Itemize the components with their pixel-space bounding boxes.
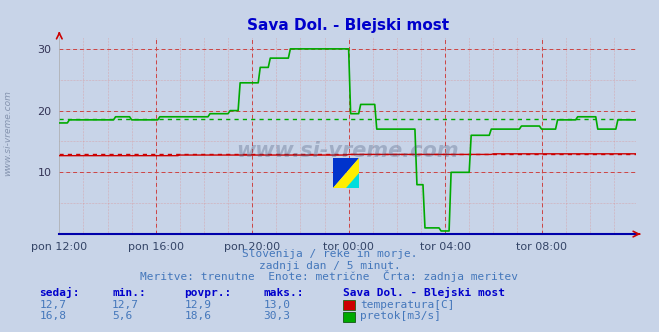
Text: Slovenija / reke in morje.: Slovenija / reke in morje. [242,249,417,259]
Text: maks.:: maks.: [264,288,304,298]
Text: 13,0: 13,0 [264,300,291,310]
Polygon shape [346,173,359,188]
Text: sedaj:: sedaj: [40,287,80,298]
Text: 16,8: 16,8 [40,311,67,321]
Text: Meritve: trenutne  Enote: metrične  Črta: zadnja meritev: Meritve: trenutne Enote: metrične Črta: … [140,270,519,282]
Text: 12,7: 12,7 [112,300,139,310]
Text: povpr.:: povpr.: [185,288,232,298]
Text: www.si-vreme.com: www.si-vreme.com [237,141,459,161]
Text: 18,6: 18,6 [185,311,212,321]
Text: zadnji dan / 5 minut.: zadnji dan / 5 minut. [258,261,401,271]
Title: Sava Dol. - Blejski most: Sava Dol. - Blejski most [246,18,449,33]
Text: 12,7: 12,7 [40,300,67,310]
Text: www.si-vreme.com: www.si-vreme.com [3,90,13,176]
Text: 12,9: 12,9 [185,300,212,310]
Text: Sava Dol. - Blejski most: Sava Dol. - Blejski most [343,287,505,298]
Polygon shape [333,158,359,188]
Text: 30,3: 30,3 [264,311,291,321]
Text: 5,6: 5,6 [112,311,132,321]
Text: pretok[m3/s]: pretok[m3/s] [360,311,442,321]
Polygon shape [333,158,359,188]
Text: temperatura[C]: temperatura[C] [360,300,455,310]
Text: min.:: min.: [112,288,146,298]
